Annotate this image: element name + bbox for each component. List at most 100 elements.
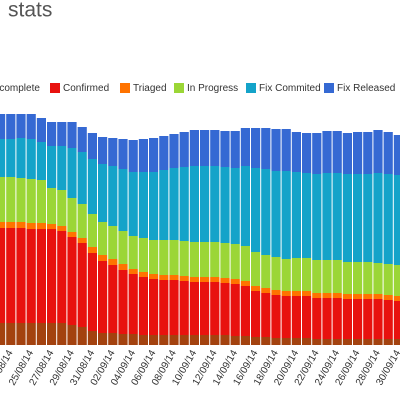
bar-segment bbox=[322, 173, 332, 260]
bar-segment bbox=[261, 255, 271, 288]
bar-segment bbox=[169, 240, 179, 275]
bar-segment bbox=[312, 293, 322, 298]
bar-segment bbox=[251, 337, 261, 345]
bar-segment bbox=[87, 331, 97, 345]
bar-segment bbox=[332, 173, 342, 260]
bar-segment bbox=[36, 180, 46, 223]
bar-segment bbox=[332, 298, 342, 339]
bar-segment bbox=[353, 339, 363, 345]
bar-segment bbox=[342, 133, 352, 174]
bar-segment bbox=[312, 260, 322, 293]
bar-segment bbox=[312, 298, 322, 339]
bar-segment bbox=[363, 132, 373, 174]
bar-segment bbox=[6, 323, 16, 345]
bar-segment bbox=[393, 339, 400, 345]
bar-segment bbox=[281, 259, 291, 291]
bar-segment bbox=[240, 336, 250, 345]
bar-segment bbox=[138, 238, 148, 272]
bar-segment bbox=[393, 135, 400, 175]
bar-segment bbox=[363, 339, 373, 345]
bar-segment bbox=[383, 264, 393, 295]
bar-segment bbox=[26, 223, 36, 229]
bar-segment bbox=[16, 228, 26, 323]
bar-segment bbox=[383, 300, 393, 339]
bar-segment bbox=[291, 258, 301, 291]
bar-segment bbox=[230, 279, 240, 284]
bar-segment bbox=[261, 288, 271, 293]
bar-segment bbox=[179, 241, 189, 276]
bar-segment bbox=[16, 178, 26, 222]
bar-segment bbox=[149, 335, 159, 345]
bar-segment bbox=[302, 133, 312, 173]
bar-segment bbox=[291, 132, 301, 172]
bar-segment bbox=[77, 327, 87, 345]
bar-segment bbox=[118, 270, 128, 334]
bar-segment bbox=[128, 334, 138, 345]
bar-segment bbox=[271, 171, 281, 257]
bar-segment bbox=[6, 114, 16, 139]
bar-segment bbox=[302, 291, 312, 296]
bar-segment bbox=[87, 159, 97, 214]
bar-segment bbox=[189, 130, 199, 166]
bar-segment bbox=[98, 261, 108, 333]
bar-segment bbox=[312, 133, 322, 174]
bar-segment bbox=[322, 339, 332, 345]
bar-segment bbox=[87, 133, 97, 159]
bar-segment bbox=[312, 174, 322, 260]
bar-segment bbox=[98, 333, 108, 345]
bar-segment bbox=[128, 140, 138, 172]
bar-segment bbox=[159, 240, 169, 275]
bar-segment bbox=[138, 172, 148, 238]
bar-segment bbox=[291, 291, 301, 296]
bar-segment bbox=[393, 301, 400, 339]
bar-segment bbox=[200, 335, 210, 345]
bar-segment bbox=[261, 293, 271, 337]
bar-segment bbox=[271, 295, 281, 338]
bar-segment bbox=[159, 280, 169, 335]
bar-segment bbox=[138, 272, 148, 277]
bar-segment bbox=[271, 129, 281, 171]
bar-segment bbox=[230, 168, 240, 244]
bar-segment bbox=[138, 139, 148, 172]
bar-segment bbox=[118, 169, 128, 231]
bar-segment bbox=[67, 237, 77, 325]
bar-segment bbox=[322, 260, 332, 293]
bar-segment bbox=[363, 174, 373, 262]
bar-segment bbox=[312, 339, 322, 345]
bar-segment bbox=[220, 335, 230, 345]
bar-segment bbox=[363, 294, 373, 299]
bar-segment bbox=[77, 152, 87, 204]
bar-segment bbox=[383, 132, 393, 174]
bar-segment bbox=[342, 262, 352, 294]
bar-segment bbox=[0, 114, 6, 139]
bar-segment bbox=[149, 172, 159, 240]
bar-segment bbox=[118, 231, 128, 264]
chart-title: stats bbox=[8, 0, 52, 22]
bar-segment bbox=[26, 229, 36, 323]
bar-segment bbox=[128, 269, 138, 274]
bar-segment bbox=[291, 296, 301, 338]
bar-segment bbox=[128, 274, 138, 334]
bar-segment bbox=[291, 338, 301, 345]
bar-segment bbox=[169, 335, 179, 345]
bar-segment bbox=[373, 263, 383, 294]
bar-segment bbox=[87, 247, 97, 253]
bar-segment bbox=[128, 172, 138, 236]
bar-segment bbox=[159, 335, 169, 345]
bar-segment bbox=[57, 323, 67, 345]
bar-segment bbox=[220, 131, 230, 167]
bar-segment bbox=[77, 127, 87, 152]
bar-segment bbox=[220, 283, 230, 335]
bar-segment bbox=[230, 244, 240, 279]
bar-segment bbox=[36, 323, 46, 345]
bar-segment bbox=[169, 134, 179, 168]
bar-segment bbox=[230, 284, 240, 336]
bar-segment bbox=[36, 118, 46, 142]
bar-segment bbox=[220, 243, 230, 278]
bar-segment bbox=[179, 132, 189, 167]
bar-segment bbox=[332, 131, 342, 173]
bar-segment bbox=[67, 232, 77, 237]
bar-segment bbox=[220, 167, 230, 243]
